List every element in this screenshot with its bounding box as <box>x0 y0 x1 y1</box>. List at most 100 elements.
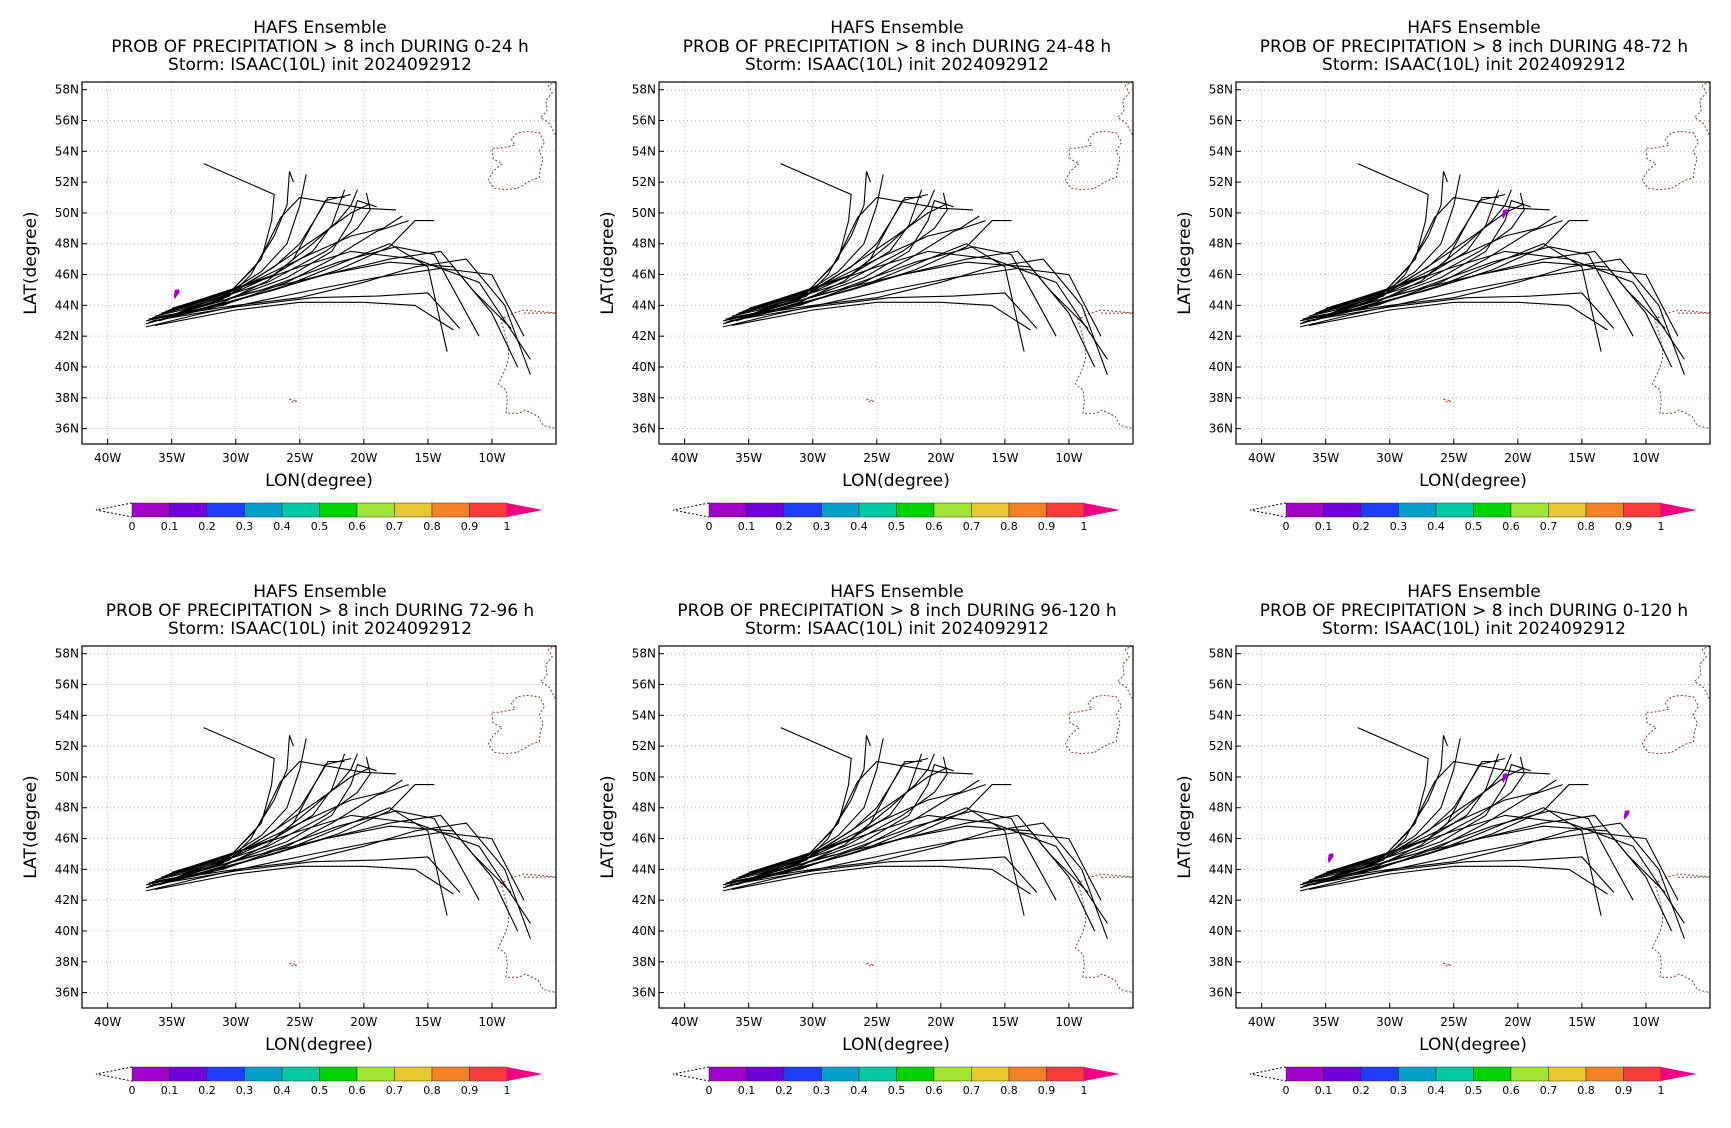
track-line <box>1335 192 1525 311</box>
colorbar-over-arrow <box>507 503 543 517</box>
probability-blob <box>173 289 180 300</box>
colorbar-swatch <box>1046 502 1085 518</box>
coastline <box>539 645 557 701</box>
coastlines <box>289 645 557 994</box>
colorbar-swatch <box>131 1066 170 1082</box>
ensemble-tracks <box>722 163 1108 375</box>
track-line <box>152 784 409 883</box>
lat-tick-label: 48N <box>55 237 79 251</box>
track-line <box>1322 196 1499 311</box>
title-line-2: PROB OF PRECIPITATION > 8 inch DURING 0-… <box>1260 601 1688 621</box>
colorbar-swatch <box>933 502 972 518</box>
lat-tick-label: 48N <box>55 801 79 815</box>
track-line <box>152 856 461 893</box>
colorbar-over-arrow <box>507 1067 543 1081</box>
colorbar-swatch <box>1623 1066 1662 1082</box>
colorbar: 0 0.1 0.2 0.3 0.4 0.5 0.6 0.7 0.8 0.9 1 <box>95 502 543 533</box>
lat-tick-label: 42N <box>55 329 79 343</box>
lon-tick-label: 30W <box>222 1015 249 1029</box>
track-line <box>758 756 948 875</box>
lat-tick-label: 58N <box>1209 83 1233 97</box>
colorbar: 0 0.1 0.2 0.3 0.4 0.5 0.6 0.7 0.8 0.9 1 <box>672 1066 1120 1097</box>
map-panel-3: HAFS Ensemble PROB OF PRECIPITATION > 8 i… <box>1154 0 1731 564</box>
lon-tick-label: 10W <box>478 1015 505 1029</box>
lat-tick-label: 54N <box>632 708 656 722</box>
lon-tick-label: 10W <box>1632 451 1659 465</box>
coastline <box>1116 81 1134 137</box>
x-axis-title: LON(degree) <box>1419 1035 1527 1055</box>
track-line <box>145 258 531 375</box>
colorbar-swatch <box>1473 502 1512 518</box>
colorbar-swatch <box>1585 502 1624 518</box>
track-line <box>738 174 884 314</box>
lon-tick-label: 20W <box>1504 1015 1531 1029</box>
lat-tick-label: 44N <box>632 298 656 312</box>
track-line <box>745 767 948 881</box>
map-panel-5: HAFS Ensemble PROB OF PRECIPITATION > 8 i… <box>577 564 1154 1128</box>
lat-tick-label: 42N <box>632 893 656 907</box>
track-line <box>148 784 435 884</box>
lon-tick-label: 10W <box>478 451 505 465</box>
colorbar-swatch <box>206 502 245 518</box>
plot-frame <box>1235 81 1711 445</box>
lat-tick-label: 36N <box>1209 986 1233 1000</box>
lon-tick-label: 15W <box>414 451 441 465</box>
colorbar-swatch <box>783 1066 822 1082</box>
colorbar-swatch <box>1398 1066 1437 1082</box>
map-panel-1: HAFS Ensemble PROB OF PRECIPITATION > 8 i… <box>0 0 577 564</box>
lon-tick-label: 40W <box>1248 1015 1275 1029</box>
gridlines <box>659 646 1133 1008</box>
colorbar-swatch <box>431 502 470 518</box>
lon-tick-label: 20W <box>1504 451 1531 465</box>
track-line <box>742 727 852 877</box>
lat-tick-label: 54N <box>632 144 656 158</box>
lon-tick-label: 20W <box>350 451 377 465</box>
colorbar-swatch <box>858 1066 897 1082</box>
lon-tick-label: 25W <box>1440 451 1467 465</box>
colorbar-swatch <box>356 502 395 518</box>
title-line-3: Storm: ISAAC(10L) init 2024092912 <box>1322 55 1626 75</box>
colorbar-tick-label: 0.6 <box>1502 1084 1520 1097</box>
track-line <box>1302 220 1589 320</box>
colorbar-swatch <box>858 502 897 518</box>
track-line <box>738 171 871 320</box>
lat-tick-label: 58N <box>55 83 79 97</box>
title-line-2: PROB OF PRECIPITATION > 8 inch DURING 72… <box>106 601 534 621</box>
colorbar-tick-label: 0.8 <box>1577 1084 1595 1097</box>
lat-tick-label: 48N <box>632 801 656 815</box>
colorbar-swatch <box>469 502 508 518</box>
track-line <box>165 727 275 877</box>
track-line <box>754 810 1057 901</box>
title-line-3: Storm: ISAAC(10L) init 2024092912 <box>168 619 472 639</box>
coastlines <box>1443 645 1711 994</box>
track-line <box>1306 220 1563 319</box>
lon-tick-label: 25W <box>286 1015 313 1029</box>
lat-tick-label: 40N <box>632 360 656 374</box>
lat-tick-label: 40N <box>1209 924 1233 938</box>
track-line <box>748 814 1108 924</box>
track-line <box>1308 865 1608 895</box>
lat-tick-label: 52N <box>632 739 656 753</box>
colorbar-swatch <box>281 1066 320 1082</box>
colorbar-swatch <box>469 1066 508 1082</box>
coastline <box>1641 694 1700 755</box>
colorbar-tick-label: 0.3 <box>813 520 831 533</box>
lat-tick-label: 50N <box>632 206 656 220</box>
lon-tick-label: 30W <box>1376 451 1403 465</box>
lon-tick-label: 30W <box>1376 1015 1403 1029</box>
colorbar-tick-label: 0.8 <box>1577 520 1595 533</box>
track-line <box>725 784 1012 884</box>
ensemble-tracks <box>1299 163 1685 375</box>
lat-tick-label: 36N <box>1209 422 1233 436</box>
lat-tick-label: 52N <box>632 175 656 189</box>
gridlines <box>82 82 556 444</box>
track-line <box>145 267 525 337</box>
y-axis-title: LAT(degree) <box>21 211 41 314</box>
colorbar-swatch <box>1360 1066 1399 1082</box>
track-line <box>152 292 461 329</box>
lat-tick-label: 36N <box>632 422 656 436</box>
x-axis-title: LON(degree) <box>265 1035 373 1055</box>
colorbar-tick-label: 0.9 <box>461 1084 479 1097</box>
